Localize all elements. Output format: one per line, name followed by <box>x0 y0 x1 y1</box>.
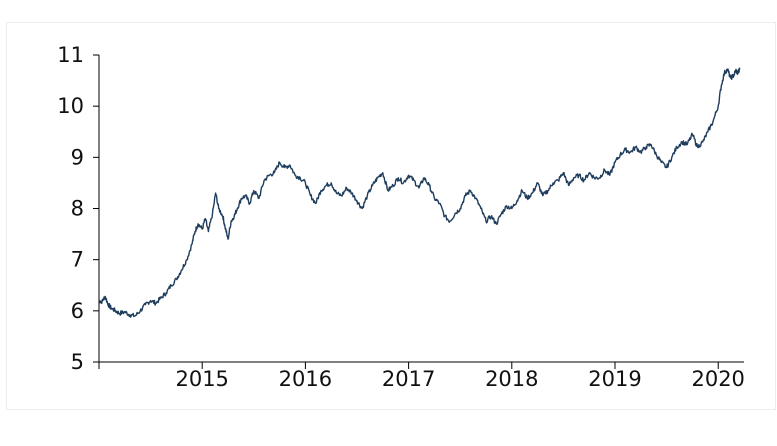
chart-frame <box>6 22 776 410</box>
x-tick-label: 2020 <box>691 367 744 391</box>
x-tick-label: 2015 <box>175 367 228 391</box>
series-line <box>98 67 741 318</box>
y-tick-label: 8 <box>71 197 84 221</box>
y-tick-label: 11 <box>57 43 84 67</box>
x-tick-label: 2018 <box>485 367 538 391</box>
y-tick-label: 6 <box>71 299 84 323</box>
y-tick-label: 5 <box>71 350 84 374</box>
y-tick-label: 7 <box>71 248 84 272</box>
x-tick-label: 2017 <box>382 367 435 391</box>
chart-axes <box>98 55 744 363</box>
y-tick-label: 10 <box>57 94 84 118</box>
chart-ticks: 5 6 7 8 9 10 11 2015 2016 2017 2018 2019 2020 <box>57 43 745 391</box>
x-tick-label: 2019 <box>588 367 641 391</box>
x-tick-label: 2016 <box>279 367 332 391</box>
y-tick-label: 9 <box>71 145 84 169</box>
chart-plot-area <box>98 67 741 318</box>
